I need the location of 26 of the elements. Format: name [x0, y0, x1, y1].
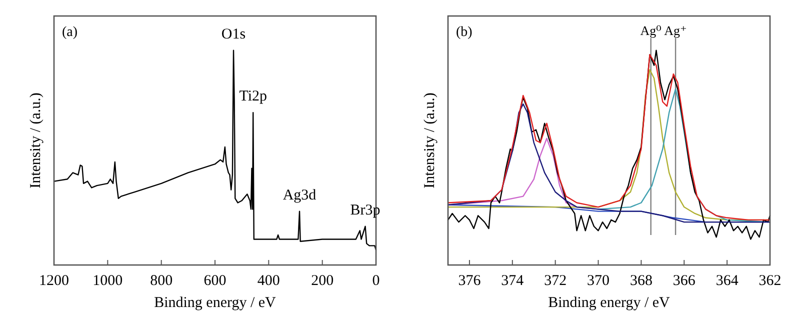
x-tick-label: 366 — [672, 273, 696, 289]
x-tick-label: 364 — [716, 273, 739, 289]
x-tick-label: 1200 — [39, 273, 69, 289]
x-tick-label: 374 — [501, 273, 524, 289]
annotation: Ti2p — [239, 88, 268, 105]
x-tick-label: 362 — [758, 273, 782, 289]
x-tick-label: 600 — [204, 273, 226, 289]
text: (b) — [456, 25, 473, 40]
x-axis-title: Binding energy / eV — [154, 295, 276, 311]
x-tick-label: 372 — [544, 273, 567, 289]
x-tick-label: 368 — [630, 273, 652, 289]
annotation: Ag3d — [282, 187, 317, 204]
x-tick-label: 0 — [372, 273, 380, 289]
annotation: O1s — [221, 26, 246, 42]
x-axis-title: Binding energy / eV — [548, 295, 670, 311]
ref-line-label: Ag⁺ — [664, 23, 687, 38]
y-axis-title: Intensity / (a.u.) — [422, 92, 438, 188]
x-tick-label: 400 — [257, 273, 280, 289]
y-axis-title: Intensity / (a.u.) — [28, 92, 44, 188]
x-tick-label: 800 — [150, 273, 173, 289]
x-tick-label: 376 — [458, 273, 482, 289]
text: (a) — [62, 25, 78, 40]
x-tick-label: 370 — [587, 273, 610, 289]
x-tick-label: 1000 — [92, 273, 123, 289]
x-tick-label: 200 — [311, 273, 334, 289]
ref-line-label: Ag⁰ — [640, 23, 662, 38]
